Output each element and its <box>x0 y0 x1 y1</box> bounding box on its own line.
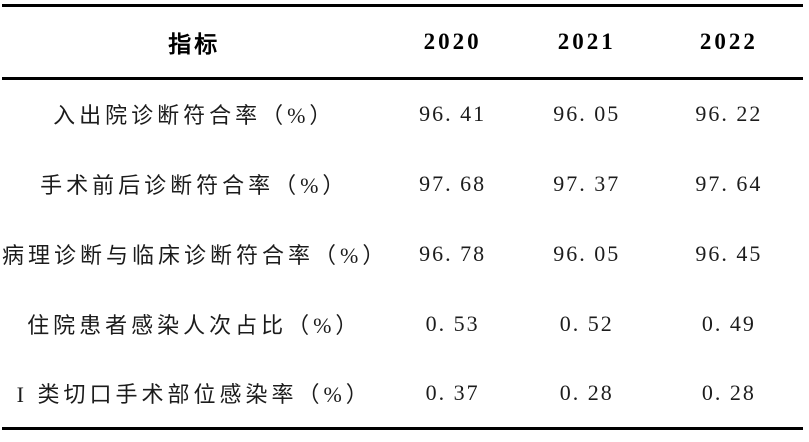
header-cell-indicator: 指标 <box>168 31 221 57</box>
row-value-2022: 0. 49 <box>701 310 756 336</box>
row-value-2022: 96. 45 <box>695 240 763 266</box>
row-value-2020: 96. 78 <box>419 240 487 266</box>
row-value-2021: 0. 28 <box>559 379 614 405</box>
table-row: I 类切口手术部位感染率（%） 0. 37 0. 28 0. 28 <box>2 359 803 429</box>
row-value-2020: 96. 41 <box>419 101 487 127</box>
row-value-2022: 97. 64 <box>695 170 763 196</box>
row-value-2020: 0. 53 <box>425 310 480 336</box>
row-value-2022: 0. 28 <box>701 379 756 405</box>
row-value-2022: 96. 22 <box>695 101 763 127</box>
row-value-2021: 97. 37 <box>553 170 621 196</box>
table-row: 入出院诊断符合率（%） 96. 41 96. 05 96. 22 <box>2 79 803 149</box>
row-value-2020: 0. 37 <box>425 379 480 405</box>
row-label: 住院患者感染人次占比（%） <box>27 312 362 338</box>
header-cell-2021: 2021 <box>557 29 616 54</box>
header-cell-2022: 2022 <box>699 29 758 54</box>
row-value-2021: 96. 05 <box>553 101 621 127</box>
quality-indicators-table-wrap: 指标 2020 2021 2022 入出院诊断符合率（%） 96. 41 96.… <box>2 4 803 430</box>
table-row: 手术前后诊断符合率（%） 97. 68 97. 37 97. 64 <box>2 149 803 219</box>
table-row: 住院患者感染人次占比（%） 0. 53 0. 52 0. 49 <box>2 289 803 359</box>
row-label: 病理诊断与临床诊断符合率（%） <box>2 242 387 268</box>
row-label: I 类切口手术部位感染率（%） <box>16 381 372 407</box>
quality-indicators-table: 指标 2020 2021 2022 入出院诊断符合率（%） 96. 41 96.… <box>2 4 803 430</box>
table-header-row: 指标 2020 2021 2022 <box>2 5 803 79</box>
row-value-2021: 96. 05 <box>553 240 621 266</box>
row-value-2020: 97. 68 <box>419 170 487 196</box>
header-cell-2020: 2020 <box>423 29 482 54</box>
row-value-2021: 0. 52 <box>559 310 614 336</box>
row-label: 入出院诊断符合率（%） <box>53 103 336 129</box>
row-label: 手术前后诊断符合率（%） <box>40 172 349 198</box>
table-row: 病理诊断与临床诊断符合率（%） 96. 78 96. 05 96. 45 <box>2 219 803 289</box>
